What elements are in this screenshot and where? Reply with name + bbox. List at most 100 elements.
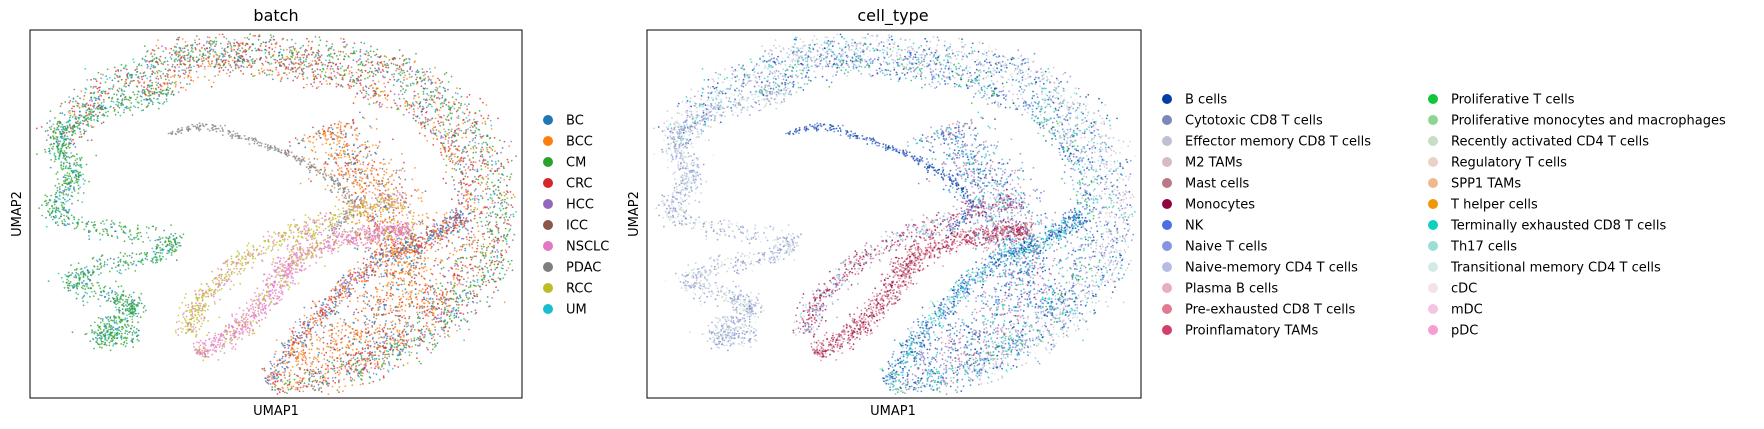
point [371, 326, 374, 328]
point [352, 328, 354, 330]
point [475, 250, 478, 253]
point [310, 337, 313, 339]
point [462, 237, 465, 240]
point [440, 326, 443, 329]
point [93, 119, 95, 121]
point [294, 137, 297, 140]
point [389, 348, 392, 350]
point [407, 85, 409, 87]
point [360, 41, 363, 44]
point [361, 177, 364, 180]
point [222, 59, 225, 62]
point [325, 368, 327, 371]
point [210, 48, 213, 51]
point [338, 167, 341, 170]
point [339, 372, 341, 374]
point [290, 385, 293, 388]
point [309, 141, 312, 143]
point [470, 124, 473, 127]
point [449, 252, 451, 255]
point [499, 181, 502, 184]
point [150, 52, 153, 54]
point [487, 279, 490, 282]
point [331, 361, 334, 364]
point [342, 58, 345, 61]
point [408, 262, 411, 265]
point [84, 103, 87, 106]
point [452, 309, 455, 311]
point [396, 79, 399, 82]
point [423, 122, 426, 124]
point [486, 148, 489, 151]
point [299, 182, 302, 185]
point [335, 76, 337, 79]
point [241, 60, 244, 63]
point [384, 363, 386, 365]
point [487, 117, 489, 120]
point [299, 368, 301, 371]
point [396, 238, 399, 240]
point [275, 66, 278, 69]
point [120, 89, 123, 92]
point [129, 80, 132, 83]
point [360, 84, 362, 86]
point [495, 163, 497, 165]
point [383, 82, 385, 85]
point [351, 150, 354, 152]
point [402, 334, 405, 336]
point [459, 87, 461, 90]
point [337, 169, 339, 171]
point [146, 77, 149, 80]
point [455, 297, 458, 300]
point [504, 249, 507, 252]
point [346, 186, 348, 188]
point [260, 42, 263, 45]
point [467, 232, 470, 235]
point [439, 92, 441, 95]
point [326, 383, 328, 386]
point [390, 273, 392, 276]
point [348, 340, 351, 343]
point [278, 58, 281, 61]
point [84, 105, 87, 108]
point [388, 355, 391, 358]
point [192, 56, 194, 59]
point [438, 109, 441, 112]
point [393, 78, 396, 81]
point [438, 122, 440, 125]
point [287, 388, 290, 391]
point [155, 57, 158, 60]
point [74, 132, 77, 135]
point [384, 245, 386, 247]
point [459, 107, 461, 109]
point [460, 152, 463, 155]
point [434, 326, 436, 328]
point [86, 120, 89, 123]
point [343, 129, 345, 132]
point [473, 210, 475, 213]
point [448, 156, 451, 158]
point [506, 197, 509, 200]
point [438, 79, 441, 82]
point [423, 266, 425, 269]
point [387, 238, 390, 241]
point [487, 174, 489, 176]
point [502, 259, 504, 262]
point [476, 247, 479, 250]
point [383, 193, 386, 196]
point [395, 214, 397, 217]
point [344, 46, 347, 49]
point [468, 140, 471, 143]
point [350, 66, 353, 69]
point [277, 74, 279, 77]
point [151, 81, 154, 84]
point [463, 112, 466, 115]
point [400, 348, 403, 351]
point [480, 114, 483, 117]
point [337, 164, 339, 167]
point [201, 55, 204, 58]
point [404, 74, 406, 77]
point [329, 154, 332, 157]
point [429, 96, 432, 99]
point [424, 263, 427, 265]
